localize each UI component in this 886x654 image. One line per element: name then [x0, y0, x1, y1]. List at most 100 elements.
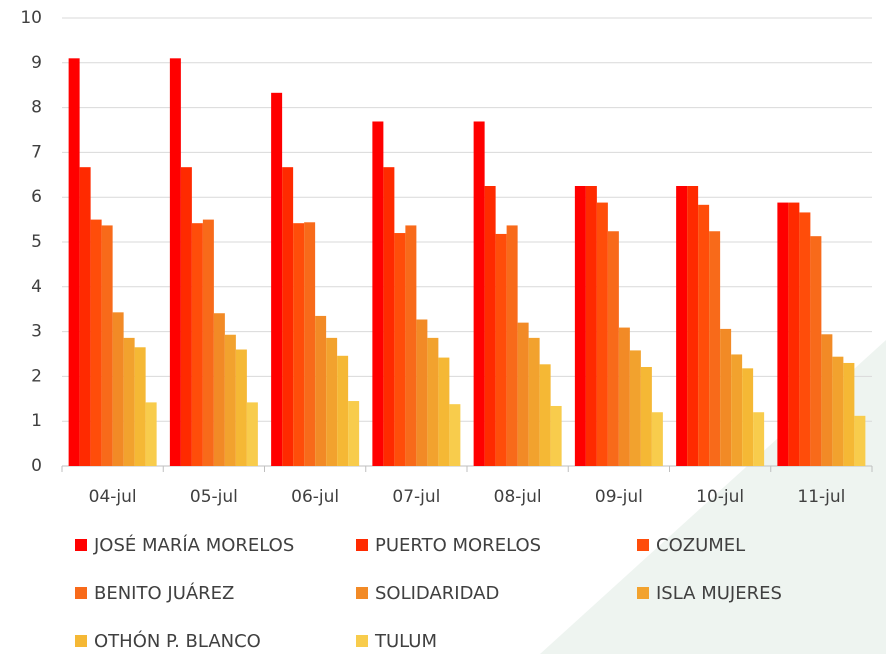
bar	[416, 319, 428, 466]
bar	[550, 405, 562, 466]
legend-swatch	[356, 635, 368, 647]
bar	[799, 212, 811, 466]
bar	[101, 225, 113, 466]
y-tick-label: 6	[31, 187, 42, 207]
legend-swatch	[637, 539, 649, 551]
bar	[213, 313, 225, 466]
bar	[810, 236, 822, 466]
bar	[720, 328, 732, 466]
legend-swatch	[75, 635, 87, 647]
bar	[676, 186, 688, 466]
bar	[854, 415, 866, 466]
bar	[68, 58, 80, 466]
legend-label: ISLA MUJERES	[656, 583, 782, 604]
bar	[169, 58, 181, 466]
y-tick-label: 0	[31, 456, 42, 476]
bar	[709, 231, 721, 466]
bar	[607, 231, 619, 466]
bar	[427, 337, 439, 466]
y-tick-label: 9	[31, 53, 42, 73]
x-tick-label: 09-jul	[595, 487, 643, 507]
bar	[348, 401, 360, 466]
bar	[337, 355, 349, 466]
legend-label: COZUMEL	[656, 535, 745, 556]
legend-swatch	[356, 587, 368, 599]
bar	[742, 368, 754, 466]
x-tick-label: 10-jul	[696, 487, 744, 507]
bar	[224, 334, 236, 466]
y-tick-label: 7	[31, 142, 42, 162]
y-tick-label: 1	[31, 411, 42, 431]
bar	[383, 167, 395, 466]
bar	[202, 219, 214, 466]
bar	[698, 204, 710, 467]
y-tick-label: 10	[20, 8, 42, 28]
bar	[79, 167, 91, 466]
x-tick-label: 04-jul	[89, 487, 137, 507]
bar	[843, 362, 855, 466]
bar	[777, 202, 789, 467]
bar	[528, 337, 540, 466]
bar	[90, 219, 102, 466]
legend-label: TULUM	[374, 631, 437, 652]
bar	[112, 312, 124, 466]
bar	[517, 322, 529, 466]
legend-swatch	[356, 539, 368, 551]
bar	[651, 412, 663, 466]
y-tick-label: 8	[31, 98, 42, 118]
x-tick-label: 11-jul	[797, 487, 845, 507]
bar	[394, 233, 406, 466]
bar	[372, 121, 384, 466]
bar	[753, 412, 765, 466]
bar	[282, 167, 294, 466]
bar	[788, 202, 800, 467]
legend-swatch	[637, 587, 649, 599]
legend-label: OTHÓN P. BLANCO	[94, 630, 261, 652]
bar	[134, 347, 146, 466]
bar	[585, 186, 597, 466]
bar	[123, 337, 135, 466]
bar	[832, 356, 844, 466]
bar	[506, 225, 518, 466]
bar	[596, 202, 608, 467]
bar	[618, 327, 630, 466]
bar	[449, 404, 461, 466]
bar	[629, 350, 641, 466]
bar	[539, 364, 551, 466]
bar	[293, 223, 305, 466]
bar	[574, 186, 586, 466]
bar	[495, 233, 507, 466]
y-tick-label: 2	[31, 366, 42, 386]
bar	[405, 225, 417, 466]
legend-label: SOLIDARIDAD	[375, 583, 499, 604]
x-tick-label: 08-jul	[494, 487, 542, 507]
bar	[473, 121, 485, 466]
bar	[191, 223, 203, 466]
bar	[640, 366, 652, 466]
y-tick-label: 5	[31, 232, 42, 252]
x-tick-label: 06-jul	[291, 487, 339, 507]
legend-swatch	[75, 539, 87, 551]
bar	[326, 337, 338, 466]
bar	[304, 222, 316, 466]
bar	[687, 186, 699, 466]
bar	[180, 167, 192, 466]
bar	[484, 186, 496, 466]
bar	[731, 354, 743, 466]
x-tick-label: 07-jul	[392, 487, 440, 507]
bar	[246, 402, 258, 466]
bar	[145, 402, 157, 466]
bar	[271, 92, 283, 466]
legend-swatch	[75, 587, 87, 599]
y-tick-label: 3	[31, 322, 42, 342]
bar	[315, 315, 327, 466]
legend-label: BENITO JUÁREZ	[94, 582, 234, 604]
bar	[235, 349, 247, 466]
bar	[438, 357, 450, 466]
legend-label: PUERTO MORELOS	[375, 535, 541, 556]
bar	[821, 334, 833, 466]
legend-label: JOSÉ MARÍA MORELOS	[93, 534, 294, 556]
x-tick-label: 05-jul	[190, 487, 238, 507]
